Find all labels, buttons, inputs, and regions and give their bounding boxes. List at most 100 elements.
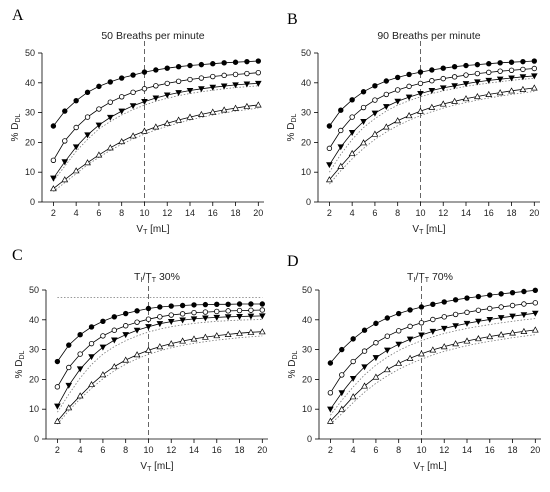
x-tick-label: 12 — [439, 445, 449, 455]
data-point-open-circle — [520, 66, 526, 73]
x-tick-label: 6 — [373, 445, 378, 455]
data-point-open-circle — [440, 75, 446, 82]
data-point-filled-circle — [210, 61, 216, 67]
data-point-filled-circle — [259, 301, 266, 307]
data-point-open-triangle-up — [520, 327, 528, 335]
data-point-open-triangle-up — [243, 102, 251, 109]
x-tick-label: 4 — [74, 208, 79, 218]
data-point-open-triangle-up — [247, 328, 255, 335]
data-point-open-circle — [191, 309, 197, 316]
data-point-filled-circle — [361, 327, 368, 333]
data-point-open-circle — [198, 75, 205, 81]
data-point-open-triangle-up — [405, 112, 413, 119]
data-point-filled-triangle-down — [76, 366, 84, 373]
data-point-filled-circle — [187, 62, 193, 69]
data-point-open-triangle-up — [106, 144, 114, 151]
data-point-open-circle — [384, 333, 391, 339]
data-point-open-circle — [452, 311, 459, 318]
x-tick-label: 12 — [166, 445, 176, 455]
data-point-open-circle — [88, 340, 95, 347]
data-point-filled-triangle-down — [371, 110, 379, 117]
y-tick-label: 0 — [30, 197, 35, 207]
data-point-filled-circle — [198, 61, 205, 68]
data-point-open-circle — [429, 78, 435, 84]
data-point-filled-triangle-down — [327, 406, 334, 413]
data-point-open-circle — [77, 351, 83, 357]
data-point-open-triangle-up — [452, 340, 460, 347]
data-point-filled-circle — [508, 59, 515, 65]
data-point-open-circle — [145, 316, 152, 322]
data-point-open-triangle-up — [145, 346, 152, 353]
data-point-filled-triangle-down — [72, 144, 80, 151]
data-point-filled-triangle-down — [530, 73, 538, 80]
x-tick-label: 14 — [462, 445, 472, 455]
data-point-open-circle — [153, 83, 159, 89]
data-point-filled-triangle-down — [509, 313, 516, 320]
chart-title: TI/TT 70% — [407, 271, 453, 284]
data-point-filled-circle — [118, 75, 125, 81]
data-point-filled-circle — [463, 62, 469, 69]
data-point-open-triangle-up — [360, 139, 367, 146]
dotted-envelope-line — [57, 319, 263, 413]
x-tick-label: 2 — [55, 445, 60, 455]
data-point-open-circle — [141, 86, 148, 92]
data-point-open-circle — [349, 114, 355, 120]
data-point-open-triangle-up — [439, 100, 447, 107]
data-point-filled-triangle-down — [360, 119, 367, 125]
data-point-filled-triangle-down — [65, 382, 73, 389]
x-tick-label: 14 — [461, 208, 471, 218]
x-tick-label: 2 — [327, 208, 332, 218]
data-point-open-triangle-up — [361, 382, 368, 389]
data-point-open-circle — [451, 74, 458, 80]
data-point-filled-circle — [175, 64, 182, 70]
data-point-open-triangle-up — [325, 176, 333, 183]
chart-title: TI/TT 30% — [134, 271, 180, 284]
x-tick-label: 18 — [231, 208, 241, 218]
data-point-open-circle — [111, 327, 118, 333]
data-point-open-triangle-up — [451, 97, 459, 104]
data-point-open-triangle-up — [462, 95, 470, 102]
data-point-open-triangle-up — [428, 103, 436, 110]
data-point-open-circle — [96, 106, 102, 112]
data-point-filled-circle — [248, 301, 254, 307]
data-point-open-circle — [487, 305, 493, 312]
data-point-filled-triangle-down — [439, 85, 447, 92]
data-point-open-circle — [532, 300, 539, 306]
data-point-filled-triangle-down — [382, 104, 390, 111]
data-point-open-circle — [179, 311, 186, 317]
y-axis-label: % DDL — [286, 113, 298, 141]
data-point-open-circle — [50, 157, 57, 163]
y-tick-label: 40 — [301, 78, 311, 88]
data-point-filled-circle — [394, 74, 401, 81]
data-point-open-triangle-up — [156, 343, 164, 350]
data-point-filled-triangle-down — [394, 98, 402, 105]
x-tick-label: 16 — [208, 208, 218, 218]
data-point-filled-circle — [338, 107, 344, 113]
data-point-filled-circle — [96, 83, 102, 90]
data-point-filled-circle — [417, 69, 424, 75]
data-point-filled-circle — [221, 60, 227, 66]
data-point-open-circle — [130, 89, 136, 96]
y-tick-label: 50 — [29, 285, 39, 295]
data-point-open-triangle-up — [417, 107, 424, 114]
y-tick-label: 50 — [301, 48, 311, 58]
data-point-filled-circle — [168, 303, 174, 309]
x-tick-label: 16 — [485, 445, 495, 455]
series-line-open-triangle-up — [330, 329, 536, 422]
panel-letter: D — [287, 253, 299, 270]
data-point-filled-circle — [153, 67, 159, 73]
data-point-filled-triangle-down — [452, 323, 459, 330]
data-point-open-triangle-up — [463, 337, 471, 344]
data-point-filled-circle — [327, 360, 334, 366]
data-point-open-circle — [66, 364, 72, 371]
x-axis-label: VT [mL] — [136, 224, 169, 236]
data-point-filled-triangle-down — [54, 403, 61, 410]
data-point-open-triangle-up — [372, 373, 380, 380]
data-point-open-triangle-up — [497, 331, 505, 338]
data-point-filled-triangle-down — [451, 83, 458, 90]
x-tick-label: 8 — [395, 208, 400, 218]
data-point-filled-circle — [487, 292, 493, 298]
data-point-filled-triangle-down — [338, 390, 346, 397]
chart-panel-c: C TI/TT 30% 0 10 20 30 40 50 2 4 6 8 10 12 14 16 18 20 VT … — [12, 247, 268, 473]
data-point-filled-circle — [225, 301, 231, 308]
